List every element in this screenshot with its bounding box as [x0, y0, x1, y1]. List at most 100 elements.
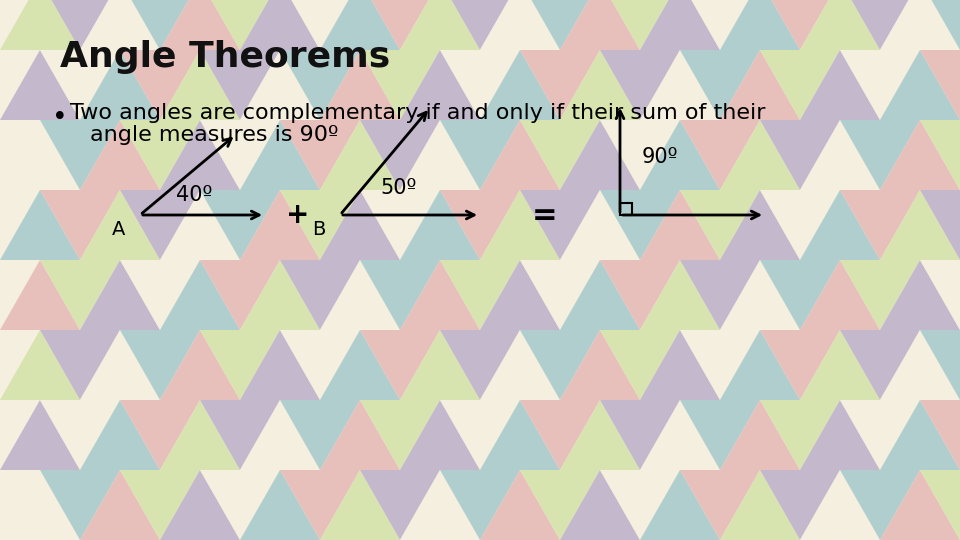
- Text: Angle Theorems: Angle Theorems: [60, 40, 391, 74]
- Polygon shape: [40, 400, 120, 470]
- Polygon shape: [800, 260, 880, 330]
- Polygon shape: [280, 470, 360, 540]
- Polygon shape: [880, 120, 960, 190]
- Polygon shape: [760, 260, 840, 330]
- Polygon shape: [80, 330, 160, 400]
- Polygon shape: [880, 190, 960, 260]
- Polygon shape: [200, 470, 280, 540]
- Polygon shape: [280, 260, 360, 330]
- Polygon shape: [320, 260, 400, 330]
- Polygon shape: [160, 120, 240, 190]
- Polygon shape: [440, 330, 520, 400]
- Polygon shape: [400, 470, 480, 540]
- Polygon shape: [680, 0, 760, 50]
- Polygon shape: [80, 260, 160, 330]
- Polygon shape: [240, 470, 320, 540]
- Polygon shape: [440, 400, 520, 470]
- Polygon shape: [720, 400, 800, 470]
- Polygon shape: [120, 260, 200, 330]
- Polygon shape: [920, 0, 960, 50]
- Polygon shape: [520, 0, 600, 50]
- Polygon shape: [760, 330, 840, 400]
- Polygon shape: [360, 470, 440, 540]
- Polygon shape: [920, 190, 960, 260]
- Polygon shape: [920, 50, 960, 120]
- Polygon shape: [440, 120, 520, 190]
- Polygon shape: [520, 120, 600, 190]
- Polygon shape: [320, 330, 400, 400]
- Polygon shape: [520, 330, 600, 400]
- Polygon shape: [240, 50, 320, 120]
- Polygon shape: [320, 470, 400, 540]
- Polygon shape: [840, 400, 920, 470]
- Polygon shape: [840, 120, 920, 190]
- Polygon shape: [400, 400, 480, 470]
- Polygon shape: [120, 190, 200, 260]
- Polygon shape: [0, 330, 80, 400]
- Polygon shape: [640, 400, 720, 470]
- Polygon shape: [360, 0, 440, 50]
- Polygon shape: [880, 400, 960, 470]
- Polygon shape: [160, 400, 240, 470]
- Polygon shape: [440, 190, 520, 260]
- Polygon shape: [200, 50, 280, 120]
- Polygon shape: [640, 190, 720, 260]
- Polygon shape: [840, 330, 920, 400]
- Polygon shape: [640, 50, 720, 120]
- Polygon shape: [720, 470, 800, 540]
- Polygon shape: [360, 50, 440, 120]
- Polygon shape: [40, 470, 120, 540]
- Polygon shape: [680, 120, 760, 190]
- Polygon shape: [240, 400, 320, 470]
- Polygon shape: [320, 0, 400, 50]
- Polygon shape: [480, 330, 560, 400]
- Polygon shape: [240, 0, 320, 50]
- Polygon shape: [640, 330, 720, 400]
- Polygon shape: [120, 400, 200, 470]
- Text: +: +: [286, 201, 310, 229]
- Polygon shape: [0, 50, 80, 120]
- Polygon shape: [720, 0, 800, 50]
- Polygon shape: [640, 0, 720, 50]
- Polygon shape: [760, 190, 840, 260]
- Polygon shape: [480, 260, 560, 330]
- Polygon shape: [760, 400, 840, 470]
- Polygon shape: [480, 0, 560, 50]
- Polygon shape: [520, 470, 600, 540]
- Polygon shape: [400, 190, 480, 260]
- Polygon shape: [160, 190, 240, 260]
- Polygon shape: [120, 120, 200, 190]
- Polygon shape: [680, 470, 760, 540]
- Polygon shape: [920, 470, 960, 540]
- Polygon shape: [480, 470, 560, 540]
- Polygon shape: [880, 470, 960, 540]
- Polygon shape: [120, 0, 200, 50]
- Polygon shape: [720, 120, 800, 190]
- Polygon shape: [800, 400, 880, 470]
- Polygon shape: [720, 260, 800, 330]
- Polygon shape: [560, 0, 640, 50]
- Polygon shape: [360, 400, 440, 470]
- Polygon shape: [0, 470, 80, 540]
- Polygon shape: [760, 120, 840, 190]
- Polygon shape: [680, 400, 760, 470]
- Polygon shape: [200, 330, 280, 400]
- Polygon shape: [720, 190, 800, 260]
- Polygon shape: [80, 190, 160, 260]
- Polygon shape: [800, 0, 880, 50]
- Polygon shape: [840, 0, 920, 50]
- Polygon shape: [840, 260, 920, 330]
- Polygon shape: [40, 190, 120, 260]
- Polygon shape: [360, 260, 440, 330]
- Polygon shape: [520, 260, 600, 330]
- Text: 40º: 40º: [177, 185, 213, 205]
- Polygon shape: [600, 260, 680, 330]
- Polygon shape: [40, 50, 120, 120]
- Polygon shape: [120, 470, 200, 540]
- Polygon shape: [400, 50, 480, 120]
- Polygon shape: [920, 400, 960, 470]
- Polygon shape: [400, 330, 480, 400]
- Polygon shape: [560, 330, 640, 400]
- Polygon shape: [200, 190, 280, 260]
- Polygon shape: [520, 190, 600, 260]
